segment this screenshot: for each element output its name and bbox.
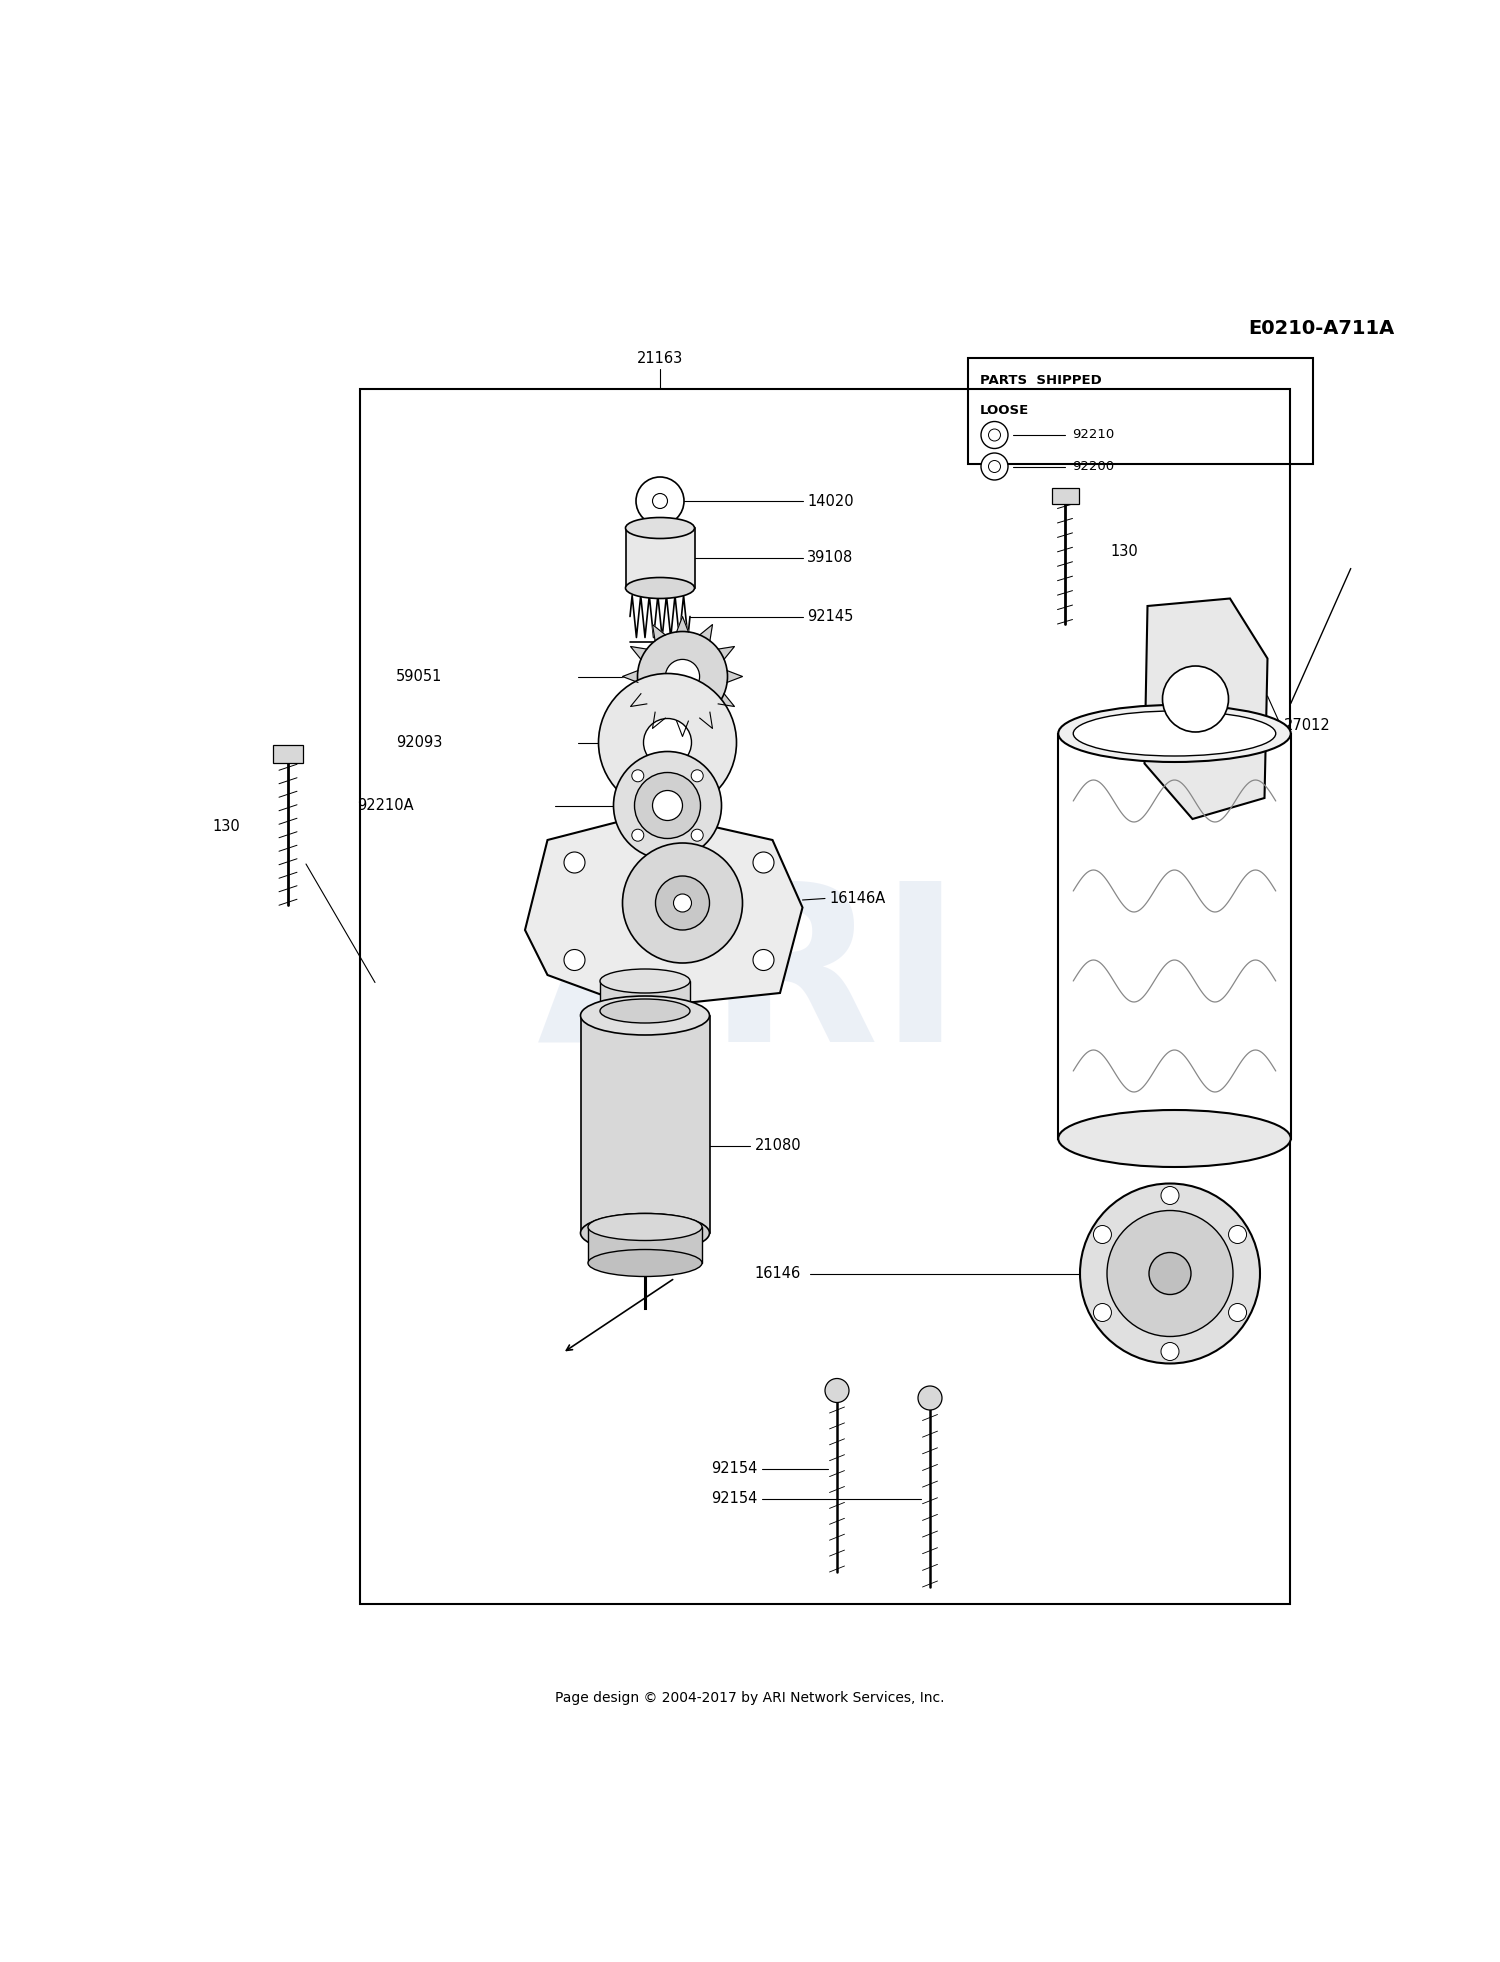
Text: ARI: ARI <box>537 873 963 1089</box>
Text: 21080: 21080 <box>754 1138 801 1154</box>
Circle shape <box>981 453 1008 481</box>
Polygon shape <box>718 695 735 706</box>
Circle shape <box>632 830 644 842</box>
Text: 16146A: 16146A <box>830 891 885 906</box>
Circle shape <box>632 769 644 781</box>
Circle shape <box>692 769 703 781</box>
Bar <box>1059 734 1290 1138</box>
Circle shape <box>981 422 1008 449</box>
Polygon shape <box>718 647 735 659</box>
Ellipse shape <box>600 999 690 1022</box>
Text: PARTS  SHIPPED: PARTS SHIPPED <box>980 373 1101 387</box>
Polygon shape <box>525 812 802 1008</box>
Text: 92200: 92200 <box>1072 459 1114 473</box>
Circle shape <box>1149 1252 1191 1295</box>
Circle shape <box>666 659 699 695</box>
Bar <box>360 388 1290 1603</box>
Ellipse shape <box>580 1214 710 1252</box>
Circle shape <box>644 718 692 767</box>
Text: 92210A: 92210A <box>357 799 414 812</box>
Text: 92154: 92154 <box>711 1462 758 1475</box>
Circle shape <box>1107 1211 1233 1336</box>
Circle shape <box>1161 1342 1179 1360</box>
Ellipse shape <box>1074 710 1275 755</box>
Bar <box>1052 487 1078 504</box>
Polygon shape <box>676 616 688 632</box>
Polygon shape <box>652 624 666 642</box>
Polygon shape <box>622 671 638 683</box>
Circle shape <box>674 895 692 912</box>
Circle shape <box>564 950 585 971</box>
Text: LOOSE: LOOSE <box>980 404 1029 416</box>
Circle shape <box>1228 1303 1246 1322</box>
Text: E0210-A711A: E0210-A711A <box>1248 320 1395 337</box>
Polygon shape <box>630 647 646 659</box>
Bar <box>273 746 303 763</box>
Ellipse shape <box>600 969 690 993</box>
Text: 92210: 92210 <box>1072 428 1114 441</box>
Ellipse shape <box>1059 1110 1290 1167</box>
Bar <box>600 981 690 1010</box>
Circle shape <box>634 773 700 838</box>
Circle shape <box>753 950 774 971</box>
Circle shape <box>1228 1226 1246 1244</box>
Circle shape <box>652 494 668 508</box>
Polygon shape <box>728 671 742 683</box>
Polygon shape <box>652 712 666 728</box>
Circle shape <box>1162 665 1228 732</box>
Circle shape <box>825 1379 849 1403</box>
Circle shape <box>598 673 736 812</box>
Ellipse shape <box>626 577 694 598</box>
Circle shape <box>636 477 684 526</box>
Circle shape <box>564 852 585 873</box>
Circle shape <box>614 751 722 859</box>
Text: 130: 130 <box>1110 545 1137 559</box>
Polygon shape <box>676 722 688 736</box>
Bar <box>588 1226 702 1264</box>
Text: 130: 130 <box>213 818 240 834</box>
Text: 27012: 27012 <box>1284 718 1330 734</box>
Polygon shape <box>699 712 712 728</box>
Circle shape <box>918 1385 942 1411</box>
Bar <box>626 528 694 589</box>
Text: 14020: 14020 <box>807 494 853 508</box>
Circle shape <box>1094 1303 1112 1322</box>
Ellipse shape <box>580 997 710 1036</box>
Bar <box>968 359 1312 463</box>
Circle shape <box>622 844 742 963</box>
Circle shape <box>656 875 710 930</box>
Polygon shape <box>1144 598 1268 818</box>
Text: 92093: 92093 <box>396 736 442 749</box>
Bar <box>580 1016 710 1232</box>
Circle shape <box>1161 1187 1179 1205</box>
Circle shape <box>652 791 682 820</box>
Ellipse shape <box>588 1250 702 1277</box>
Ellipse shape <box>1059 704 1290 761</box>
Text: 21163: 21163 <box>638 351 682 367</box>
Text: 39108: 39108 <box>807 551 853 565</box>
Circle shape <box>1080 1183 1260 1364</box>
Ellipse shape <box>626 518 694 538</box>
Text: Page design © 2004-2017 by ARI Network Services, Inc.: Page design © 2004-2017 by ARI Network S… <box>555 1691 945 1705</box>
Text: 16146: 16146 <box>754 1265 801 1281</box>
Circle shape <box>692 830 703 842</box>
Circle shape <box>988 461 1000 473</box>
Polygon shape <box>699 624 712 642</box>
Text: 59051: 59051 <box>396 669 442 685</box>
Text: 92154: 92154 <box>711 1491 758 1507</box>
Circle shape <box>988 430 1000 441</box>
Text: 92145: 92145 <box>807 608 853 624</box>
Circle shape <box>753 852 774 873</box>
Circle shape <box>638 632 728 722</box>
Ellipse shape <box>588 1214 702 1240</box>
Polygon shape <box>630 695 646 706</box>
Circle shape <box>1094 1226 1112 1244</box>
